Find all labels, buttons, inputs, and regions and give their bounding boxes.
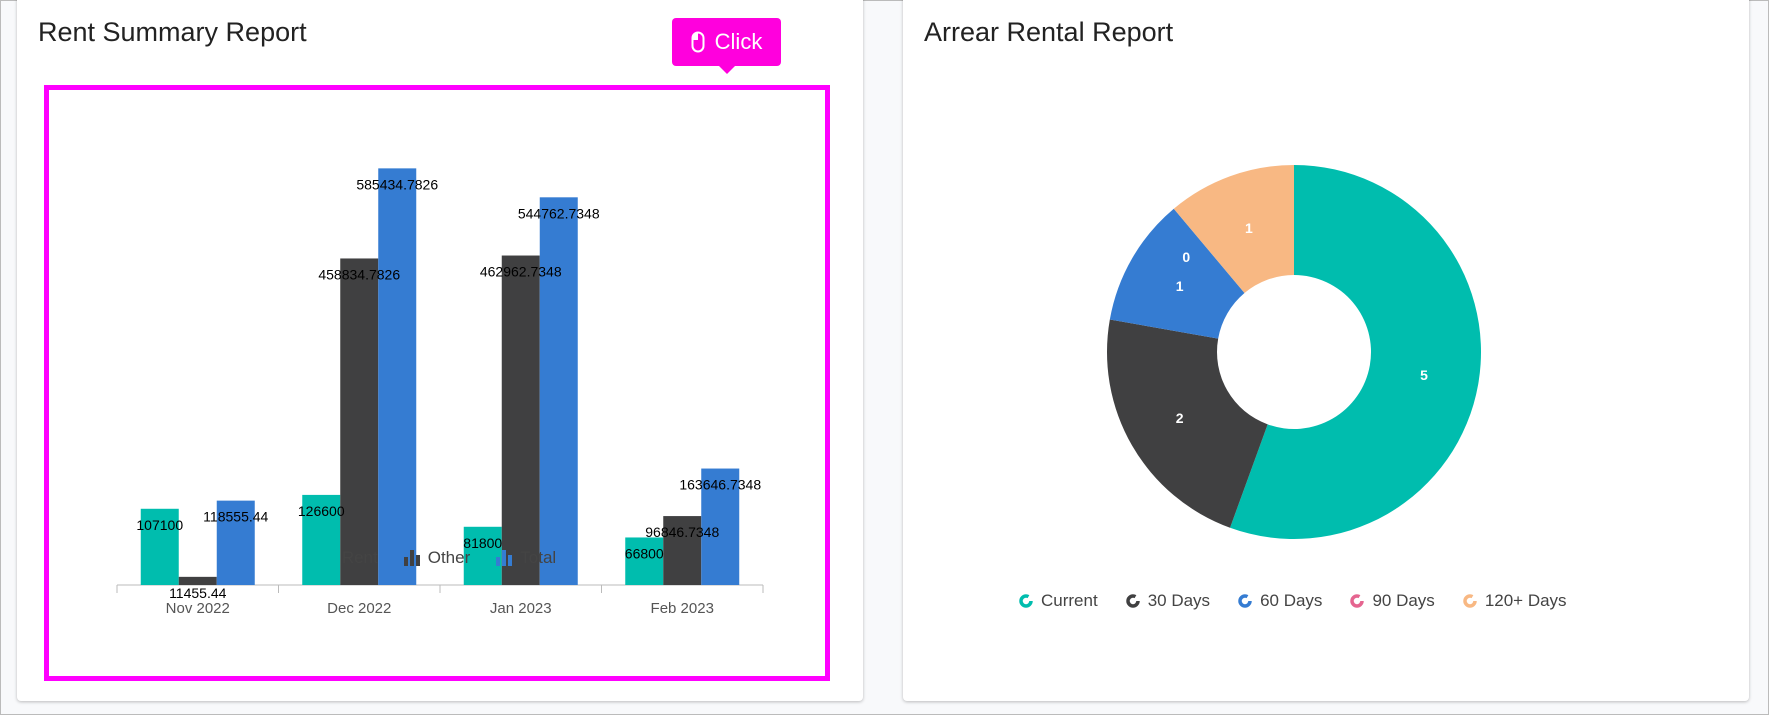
donut-legend-icon — [1238, 594, 1252, 608]
x-tick-label: Nov 2022 — [166, 600, 230, 617]
bar-other — [501, 255, 540, 586]
bar-other — [340, 258, 379, 585]
legend-item-rent[interactable]: Rent — [317, 548, 378, 568]
x-tick-label: Dec 2022 — [327, 600, 391, 617]
legend-label: 60 Days — [1260, 591, 1323, 610]
data-label: 11455.44 — [169, 585, 227, 601]
slice-120-days — [1173, 165, 1294, 294]
bar-total — [701, 468, 740, 585]
data-label: 163646.7348 — [679, 477, 761, 493]
slice-60-days — [1109, 208, 1245, 339]
arrear-rental-card: Arrear Rental Report — [903, 0, 1749, 701]
bar-legend: Rent Other Total — [49, 548, 825, 568]
data-label: 458834.7826 — [318, 266, 400, 282]
slice-label: 5 — [1420, 367, 1428, 383]
legend-item-90-days[interactable]: 90 Days — [1350, 591, 1435, 611]
data-label: 585434.7826 — [356, 176, 438, 192]
slice-label: 0 — [1182, 249, 1190, 265]
bar-rent — [625, 537, 664, 585]
x-tick-label: Feb 2023 — [651, 600, 714, 617]
data-label: 107100 — [136, 517, 183, 533]
bar-legend-icon — [403, 550, 420, 566]
legend-label: 90 Days — [1372, 591, 1435, 610]
data-label: 81800 — [463, 535, 502, 551]
legend-item-other[interactable]: Other — [403, 548, 471, 568]
slice-current — [1230, 165, 1481, 539]
donut-legend-icon — [1125, 594, 1140, 608]
card-title: Rent Summary Report — [38, 17, 307, 47]
mouse-icon — [691, 31, 705, 53]
legend-item-30-days[interactable]: 30 Days — [1125, 591, 1211, 611]
legend-item-total[interactable]: Total — [496, 548, 556, 568]
legend-label: Other — [427, 548, 471, 567]
legend-item-current[interactable]: Current — [1019, 591, 1098, 611]
slice-label: 1 — [1245, 220, 1253, 236]
bar-legend-icon — [317, 550, 334, 566]
donut-legend-icon — [1350, 594, 1365, 608]
data-label: 66800 — [625, 545, 664, 561]
data-label: 544762.7348 — [518, 205, 600, 221]
legend-item-120-days[interactable]: 120+ Days — [1463, 591, 1567, 611]
slice-30-days — [1107, 319, 1268, 528]
legend-label: Rent — [341, 548, 378, 567]
donut-chart: 5 2 1 0 1 — [1107, 165, 1481, 539]
slice-label: 2 — [1176, 410, 1184, 426]
donut-legend-icon — [1463, 594, 1477, 608]
bar-rent — [463, 526, 502, 585]
bar-chart: Nov 2022 107100 11455.44 118555.44 Dec 2022 1… — [116, 168, 764, 617]
data-label: 126600 — [298, 503, 345, 519]
legend-label: Total — [520, 548, 557, 567]
bar-total — [216, 500, 255, 585]
bar-rent — [302, 494, 341, 585]
bar-legend-icon — [496, 550, 513, 566]
data-label: 96846.7348 — [645, 524, 719, 540]
click-tooltip: Click — [672, 18, 781, 74]
pie-legend: Current 30 Days 60 Days 90 Days 120+ Days — [1019, 591, 1567, 611]
bar-total — [378, 168, 417, 585]
legend-label: 30 Days — [1147, 591, 1211, 610]
slice-label: 1 — [1176, 278, 1184, 294]
legend-label: 120+ Days — [1484, 591, 1567, 610]
legend-item-60-days[interactable]: 60 Days — [1238, 591, 1322, 611]
tooltip-label: Click — [714, 29, 763, 54]
data-label: 118555.44 — [203, 509, 268, 525]
bar-other — [663, 516, 702, 585]
bar-rent — [140, 508, 179, 585]
x-tick-label: Jan 2023 — [490, 600, 552, 617]
card-title: Arrear Rental Report — [924, 17, 1174, 47]
bar-total — [539, 197, 578, 585]
bar-other — [178, 576, 217, 585]
data-label: 462962.7348 — [480, 264, 562, 280]
donut-legend-icon — [1019, 594, 1033, 608]
legend-label: Current — [1041, 591, 1098, 610]
bar-chart-highlight[interactable]: Nov 2022 107100 11455.44 118555.44 Dec 2022 1… — [44, 85, 830, 681]
